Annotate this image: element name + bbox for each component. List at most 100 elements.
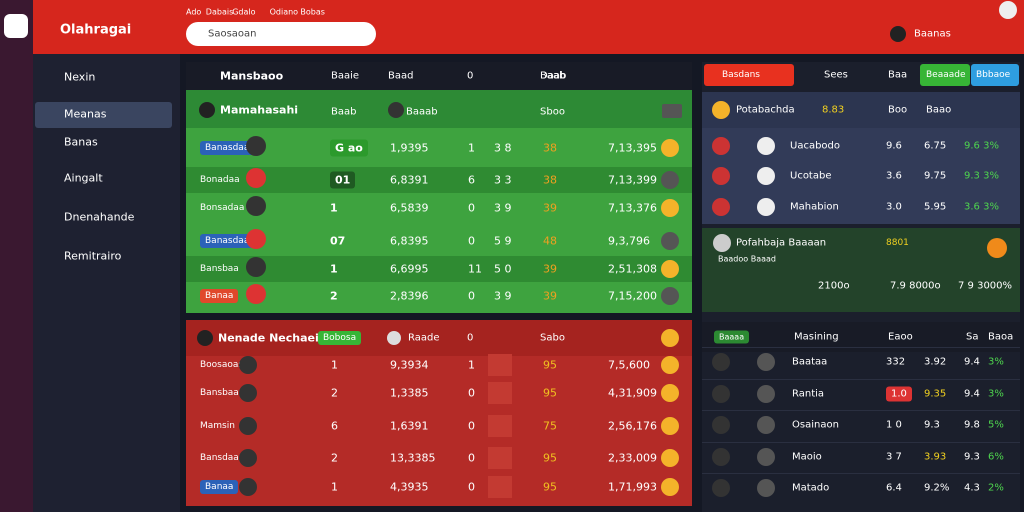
avatar: [712, 448, 730, 466]
section-title: Potabachda: [736, 104, 795, 116]
sidebar-item[interactable]: Dnenahande: [64, 210, 135, 224]
row-divider: [702, 410, 1020, 411]
avatar: [757, 137, 775, 155]
stat: 3 3: [494, 173, 512, 187]
count: 1: [468, 358, 475, 372]
stat: 3 7: [886, 451, 902, 463]
search-box[interactable]: [186, 22, 376, 46]
column-header: Baao: [926, 104, 952, 116]
count: 0: [468, 419, 475, 433]
stat: 3 9: [494, 201, 512, 215]
team-name: Matado: [792, 482, 830, 494]
avatar: [712, 198, 730, 216]
avatar: [757, 167, 775, 185]
row-badge: 6: [331, 419, 338, 433]
column-header: Baaab: [406, 106, 438, 118]
percent: 38: [543, 173, 557, 187]
column-header: 0: [467, 70, 474, 82]
percent: 95: [543, 358, 557, 372]
price: 1,9395: [390, 141, 429, 155]
price: 4,3935: [390, 480, 429, 494]
row-tag: Banaa: [200, 480, 239, 494]
stat: 332: [886, 356, 906, 368]
tab[interactable]: [704, 64, 794, 86]
row-badge: 1: [331, 480, 338, 494]
sidebar-item[interactable]: Banas: [64, 135, 98, 149]
price: 13,3385: [390, 451, 436, 465]
cell: [488, 415, 512, 437]
section-title: Pofahbaja Baaaan: [736, 237, 827, 249]
total: 7,13,395: [608, 141, 657, 155]
percent: 3%: [988, 388, 1004, 400]
row-divider: [702, 442, 1020, 443]
cell: [488, 354, 512, 376]
column-header: Baa: [888, 69, 908, 81]
button[interactable]: [920, 64, 970, 86]
sidebar-item[interactable]: Aingalt: [64, 171, 103, 185]
avatar: [197, 330, 213, 346]
count: 0: [468, 386, 475, 400]
tab-label: Basdans: [722, 70, 760, 80]
sidebar-item[interactable]: Remitrairo: [64, 249, 122, 263]
column-header: Baaie: [331, 70, 360, 82]
top-link[interactable]: Ado: [186, 7, 202, 17]
count: 1: [468, 141, 475, 155]
stat: 1 0: [886, 419, 902, 431]
avatar: [246, 196, 266, 216]
count: 0: [468, 234, 475, 248]
row-badge: 2: [330, 289, 338, 303]
price: 1,6391: [390, 419, 429, 433]
sidebar-item[interactable]: Nexin: [64, 70, 96, 84]
button-label[interactable]: Bbbaoe: [976, 70, 1011, 80]
avatar: [712, 353, 730, 371]
stat: 3.93: [924, 451, 947, 463]
row-badge: 1: [330, 262, 338, 276]
team-name: Mahabion: [790, 201, 839, 213]
avatar: [757, 448, 775, 466]
coin: [661, 417, 679, 435]
total: 2,56,176: [608, 419, 657, 433]
count: 11: [468, 262, 482, 276]
side-strip: [0, 0, 33, 512]
row-tag: Bansbaa: [200, 264, 239, 274]
avatar: [239, 384, 257, 402]
stat: 9.4: [964, 356, 980, 368]
stat: 9.2%: [924, 482, 950, 494]
team-name: Uacabodo: [790, 140, 841, 152]
stat: 9.3 3%: [964, 170, 999, 182]
row-divider: [702, 347, 1020, 348]
app-title: Olahragai: [60, 22, 132, 38]
user-name[interactable]: Baanas: [914, 28, 951, 40]
row-highlight: [186, 167, 692, 193]
group-name: Nenade Nechaei: [218, 331, 319, 345]
row-tag: Boosaoas: [200, 360, 244, 370]
percent: 95: [543, 480, 557, 494]
avatar: [999, 1, 1017, 19]
top-link[interactable]: Bobas: [300, 7, 325, 17]
count: 0: [468, 480, 475, 494]
stat: 9.6: [886, 140, 902, 152]
button[interactable]: [971, 64, 1019, 86]
group-badge: Bobosa: [318, 331, 362, 345]
stat: 6.4: [886, 482, 902, 494]
row-tag: Bansdaae: [200, 453, 245, 463]
top-link[interactable]: Gdalo: [232, 7, 256, 17]
sidebar: [33, 54, 180, 512]
sidebar-item[interactable]: Meanas: [64, 107, 107, 121]
stat: 4.3: [964, 482, 980, 494]
top-link[interactable]: Dabais: [205, 7, 234, 17]
group-row: [186, 320, 692, 356]
row-tag: Bansbaa: [200, 388, 239, 398]
column-header: Sees: [824, 69, 848, 81]
stat: 3.0: [886, 201, 902, 213]
amount: 2100o: [818, 280, 850, 292]
button-label[interactable]: Beaaade: [926, 70, 966, 80]
row-tag: Bonadaa: [200, 175, 240, 185]
team-name: Ucotabe: [790, 170, 832, 182]
price: 2,8396: [390, 289, 429, 303]
top-link[interactable]: Odiano: [269, 7, 299, 17]
stat: 5.95: [924, 201, 947, 213]
row-divider: [702, 379, 1020, 380]
section-value: 8801: [886, 238, 909, 248]
column-header: Baab: [540, 70, 566, 82]
